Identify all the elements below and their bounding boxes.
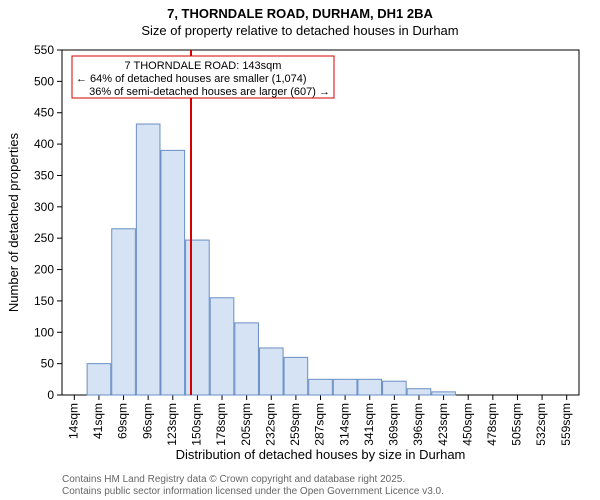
histogram-chart: 7, THORNDALE ROAD, DURHAM, DH1 2BA Size o… — [0, 0, 600, 500]
footer-line1: Contains HM Land Registry data © Crown c… — [62, 474, 405, 485]
histogram-bar — [383, 381, 407, 395]
x-tick-label: 314sqm — [337, 403, 351, 446]
histogram-bar — [358, 379, 382, 395]
histogram-bar — [333, 379, 357, 395]
footer-line2: Contains public sector information licen… — [62, 486, 444, 497]
y-tick-label: 200 — [34, 263, 54, 277]
y-tick-label: 300 — [34, 200, 54, 214]
x-tick-label: 396sqm — [411, 403, 425, 446]
histogram-bar — [136, 124, 160, 395]
y-tick-label: 0 — [47, 388, 54, 402]
x-tick-label: 232sqm — [263, 403, 277, 446]
y-tick-label: 450 — [34, 106, 54, 120]
histogram-bar — [407, 389, 431, 395]
x-tick-label: 505sqm — [510, 403, 524, 446]
chart-container: 7, THORNDALE ROAD, DURHAM, DH1 2BA Size o… — [0, 0, 600, 500]
annotation-line3: 36% of semi-detached houses are larger (… — [89, 86, 330, 98]
x-tick-label: 423sqm — [436, 403, 450, 446]
x-tick-label: 287sqm — [313, 403, 327, 446]
y-axis-label: Number of detached properties — [6, 132, 21, 312]
y-tick-label: 550 — [34, 43, 54, 57]
x-tick-label: 14sqm — [66, 403, 80, 439]
x-tick-label: 96sqm — [140, 403, 154, 439]
histogram-bar — [210, 298, 234, 395]
x-tick-label: 41sqm — [91, 403, 105, 439]
x-tick-label: 259sqm — [288, 403, 302, 446]
x-tick-label: 532sqm — [534, 403, 548, 446]
y-tick-label: 500 — [34, 74, 54, 88]
y-tick-label: 250 — [34, 231, 54, 245]
histogram-bar — [87, 364, 111, 395]
x-tick-label: 369sqm — [387, 403, 401, 446]
x-tick-label: 478sqm — [485, 403, 499, 446]
histogram-bar — [186, 240, 210, 395]
x-tick-label: 178sqm — [214, 403, 228, 446]
x-tick-label: 150sqm — [190, 403, 204, 446]
y-tick-label: 100 — [34, 325, 54, 339]
y-tick-label: 50 — [41, 357, 55, 371]
y-tick-label: 400 — [34, 137, 54, 151]
histogram-bar — [112, 229, 136, 395]
y-tick-label: 150 — [34, 294, 54, 308]
x-tick-label: 559sqm — [559, 403, 573, 446]
x-tick-label: 341sqm — [362, 403, 376, 446]
histogram-bar — [309, 379, 333, 395]
x-axis-label: Distribution of detached houses by size … — [176, 447, 466, 462]
x-tick-label: 205sqm — [239, 403, 253, 446]
annotation-line2: ← 64% of detached houses are smaller (1,… — [76, 73, 307, 85]
x-tick-label: 450sqm — [460, 403, 474, 446]
x-tick-label: 69sqm — [116, 403, 130, 439]
chart-title-line1: 7, THORNDALE ROAD, DURHAM, DH1 2BA — [167, 6, 433, 21]
histogram-bar — [235, 323, 259, 395]
x-tick-label: 123sqm — [165, 403, 179, 446]
histogram-bar — [259, 348, 283, 395]
chart-title-line2: Size of property relative to detached ho… — [141, 23, 458, 38]
histogram-bar — [161, 150, 185, 395]
y-tick-label: 350 — [34, 168, 54, 182]
histogram-bar — [284, 357, 308, 395]
histogram-bar — [432, 392, 456, 395]
annotation-line1: 7 THORNDALE ROAD: 143sqm — [125, 60, 282, 72]
